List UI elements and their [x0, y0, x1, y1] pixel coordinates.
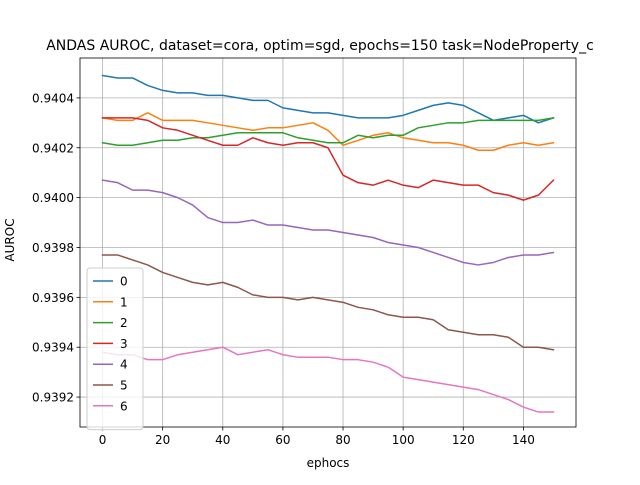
- y-tick-label: 0.9392: [32, 391, 74, 405]
- y-tick-label: 0.9398: [32, 241, 74, 255]
- y-axis-label: AUROC: [3, 218, 17, 261]
- x-tick-label: 120: [452, 433, 475, 447]
- y-tick-label: 0.9394: [32, 341, 74, 355]
- x-tick-label: 140: [512, 433, 535, 447]
- series-lines: [101, 74, 555, 413]
- legend-label-5: 5: [120, 379, 128, 393]
- plot-frame: [79, 57, 577, 428]
- y-tick-label: 0.9402: [32, 141, 74, 155]
- chart-title: ANDAS AUROC, dataset=cora, optim=sgd, ep…: [46, 38, 594, 54]
- series-line-3: [101, 117, 555, 201]
- x-tick-label: 100: [392, 433, 415, 447]
- y-tick-label: 0.9404: [32, 91, 74, 105]
- x-tick-label: 80: [335, 433, 350, 447]
- x-tick-label: 40: [215, 433, 230, 447]
- legend: 0 1 2 3 4 5 6: [86, 267, 144, 431]
- series-line-6: [101, 346, 555, 413]
- x-tick-label: 0: [99, 433, 107, 447]
- legend-label-1: 1: [120, 295, 128, 309]
- y-tick-label: 0.9400: [32, 191, 74, 205]
- legend-label-2: 2: [120, 316, 128, 330]
- y-axis-ticks: 0.9392 0.9394 0.9396 0.9398 0.9400 0.9402 0.94…: [32, 91, 80, 405]
- legend-label-0: 0: [120, 275, 128, 289]
- legend-label-3: 3: [120, 337, 128, 351]
- x-axis-label: ephocs: [307, 456, 350, 470]
- x-tick-label: 60: [275, 433, 290, 447]
- series-line-0: [101, 74, 555, 124]
- series-line-1: [101, 112, 555, 151]
- x-axis-ticks: 0 20 40 60 80 100 120 140: [99, 427, 535, 447]
- legend-label-4: 4: [120, 358, 128, 372]
- series-line-5: [101, 254, 555, 351]
- legend-label-6: 6: [120, 399, 128, 413]
- y-tick-label: 0.9396: [32, 291, 74, 305]
- x-tick-label: 20: [155, 433, 170, 447]
- legend-box: [86, 267, 144, 431]
- series-line-2: [101, 116, 555, 147]
- series-line-4: [101, 179, 555, 266]
